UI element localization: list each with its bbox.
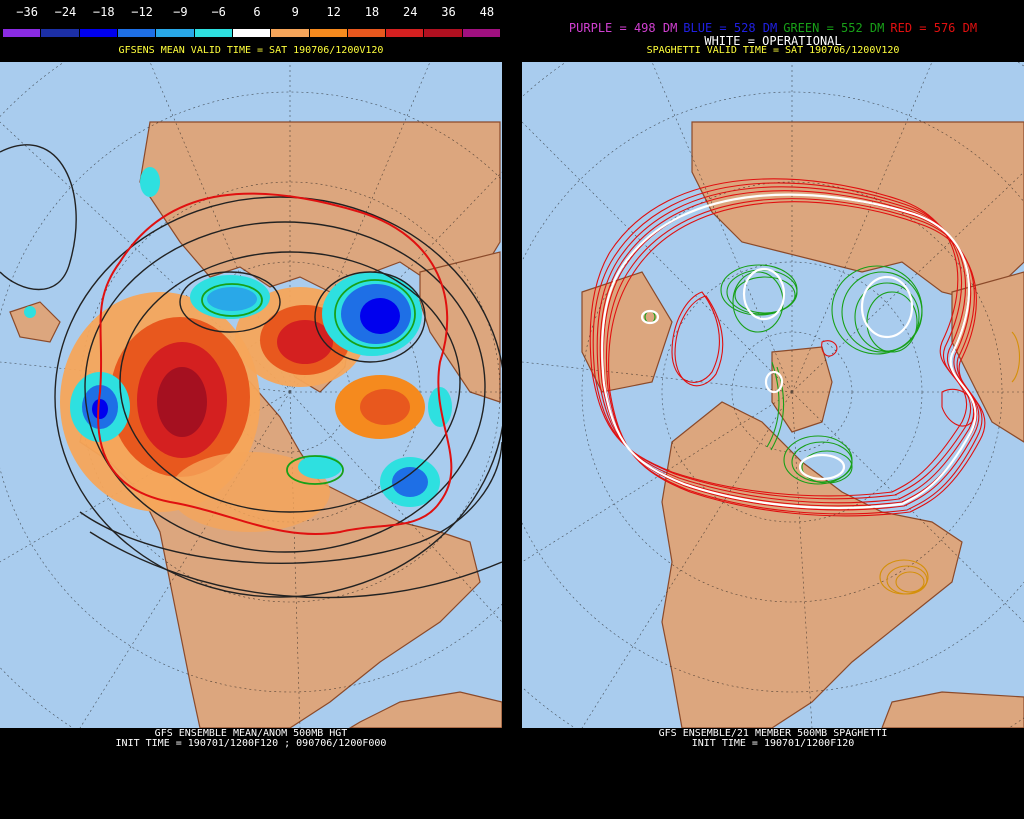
legend-entry: GREEN = 552 DM: [783, 21, 885, 35]
colorbar-label: −6: [211, 5, 226, 19]
land-alaska-right: [581, 271, 673, 393]
colorbar-swatch: [156, 29, 195, 37]
colorbar-swatch: [79, 29, 118, 37]
colorbar-swatch: [3, 29, 42, 37]
green-contours: [201, 279, 416, 485]
colorbar-label: 48: [479, 5, 495, 19]
ensemble-mean-map-svg: [0, 62, 502, 728]
colorbar-swatch: [309, 29, 348, 37]
spaghetti-legend: PURPLE = 498 DM BLUE = 528 DM GREEN = 552 …: [522, 22, 1024, 34]
red-576-spaghetti: [589, 178, 986, 517]
colorbar-swatch: [424, 29, 463, 37]
colorbar-label: −9: [173, 5, 188, 19]
left-valid-time-title: GFSENS MEAN VALID TIME = SAT 190706/1200…: [118, 45, 384, 56]
colorbar-swatch: [194, 29, 233, 37]
colorbar-swatch: [232, 29, 272, 37]
colorbar-label: 6: [253, 5, 261, 19]
anomaly-colorbar: −36 −24 −18 −12 −9 −6 6 9 12 18 24 36 48: [3, 4, 502, 37]
operational-legend: WHITE = OPERATIONAL: [704, 34, 842, 48]
colorbar-label: −24: [54, 5, 77, 19]
colorbar-swatch: [462, 29, 502, 37]
left-footer-line1: GFS ENSEMBLE MEAN/ANOM 500MB HGT: [154, 728, 348, 739]
colorbar-label: 36: [441, 5, 456, 19]
colorbar-swatch: [271, 29, 310, 37]
height-contours: [0, 144, 502, 599]
right-footer-line1: GFS ENSEMBLE/21 MEMBER 500MB SPAGHETTI: [658, 728, 888, 739]
left-footer-line2: INIT TIME = 190701/1200F120 ; 090706/120…: [115, 738, 387, 749]
spaghetti-map-svg: [522, 62, 1024, 728]
spaghetti-panel: PURPLE = 498 DM BLUE = 528 DM GREEN = 552 …: [522, 0, 1024, 819]
white-operational-contours: [601, 193, 977, 510]
colorbar-swatch: [347, 29, 387, 37]
colorbar-swatch: [117, 29, 157, 37]
ensemble-mean-map: [0, 62, 502, 728]
orange-spaghetti: [879, 331, 1021, 595]
legend-entry: PURPLE = 498 DM: [568, 21, 678, 35]
colorbar-label: −12: [131, 5, 153, 19]
land-north-america-right: [661, 401, 963, 728]
colorbar-labels: −36 −24 −18 −12 −9 −6 6 9 12 18 24 36 48: [3, 4, 501, 20]
right-valid-time-title: SPAGHETTI VALID TIME = SAT 190706/1200V1…: [646, 45, 900, 56]
legend-entry: BLUE = 528 DM: [683, 21, 778, 35]
land-alaska-east: [9, 301, 61, 343]
colorbar-label: −18: [92, 5, 115, 19]
legend-entry: RED = 576 DM: [890, 21, 978, 35]
right-footer-line2: INIT TIME = 190701/1200F120: [691, 738, 855, 749]
ensemble-mean-panel: −36 −24 −18 −12 −9 −6 6 9 12 18 24 36 48 GFSENS MEAN…: [0, 0, 502, 819]
land-south-america: [348, 691, 502, 728]
land-siberia-right: [691, 121, 1024, 303]
spaghetti-map: [522, 62, 1024, 728]
colorbar-swatch: [386, 29, 425, 37]
colorbar-label: 18: [364, 5, 380, 19]
colorbar-label: 24: [402, 5, 418, 19]
land-south-america-right: [881, 691, 1024, 728]
red-576-contour: [97, 192, 453, 536]
land-greenland-right: [771, 346, 833, 433]
colorbar-label: 12: [326, 5, 341, 19]
graticule-right: [522, 62, 1024, 728]
colorbar-swatch: [41, 29, 80, 37]
colorbar-swatches: [3, 29, 502, 37]
colorbar-label: −36: [16, 5, 38, 19]
panel-divider: [502, 0, 522, 819]
colorbar-label: 9: [291, 5, 299, 19]
land-europe-right: [951, 271, 1024, 443]
anomaly-shading: [24, 167, 452, 532]
